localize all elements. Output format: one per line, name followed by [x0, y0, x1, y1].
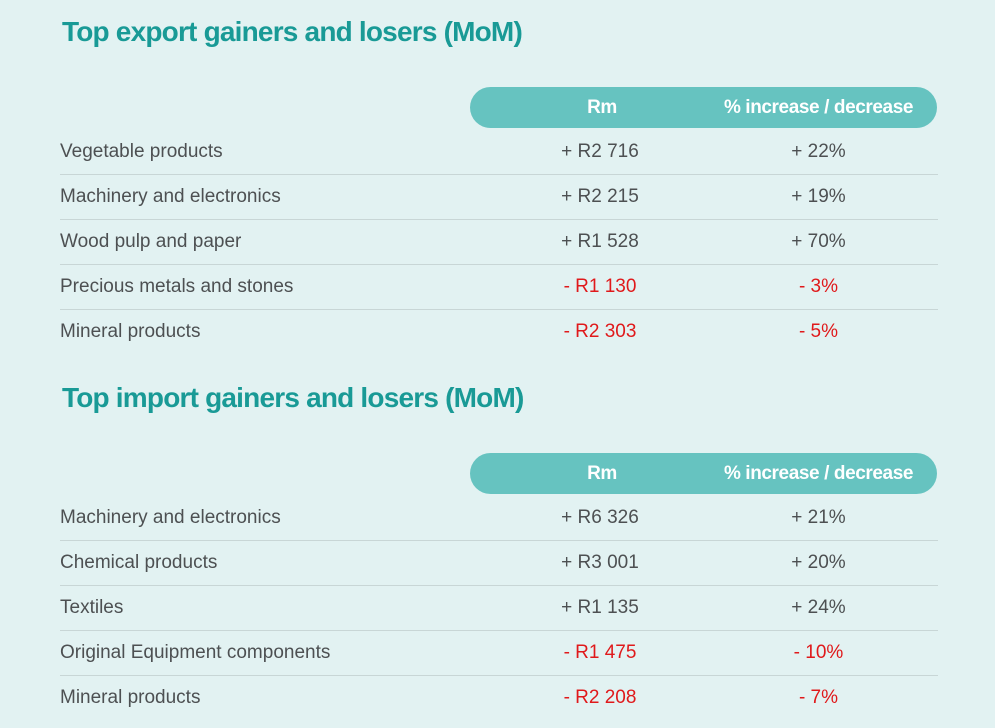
row-label: Textiles [60, 597, 124, 618]
export-header-pct: % increase / decrease [723, 97, 914, 118]
export-section-title: Top export gainers and losers (MoM) [62, 16, 523, 47]
table-row: Vegetable products + R2 716 + 22% [60, 130, 938, 175]
table-row: Mineral products - R2 303 - 5% [60, 310, 938, 354]
row-pct-value: + 19% [791, 186, 846, 207]
row-rm-value: - R2 208 [563, 687, 637, 708]
row-rm-value: + R2 215 [561, 186, 639, 207]
table-row: Mineral products - R2 208 - 7% [60, 676, 938, 720]
row-label: Machinery and electronics [60, 186, 281, 207]
row-rm-value: - R2 303 [563, 321, 637, 342]
import-section-title: Top import gainers and losers (MoM) [62, 382, 524, 413]
row-pct-value: + 20% [791, 552, 846, 573]
row-label: Mineral products [60, 321, 201, 342]
row-label: Wood pulp and paper [60, 231, 242, 252]
row-label: Precious metals and stones [60, 276, 294, 297]
import-table-body: Machinery and electronics + R6 326 + 21%… [60, 496, 938, 720]
row-rm-value: - R1 475 [563, 642, 637, 663]
row-pct-value: + 22% [791, 141, 846, 162]
export-table-header: Rm % increase / decrease [470, 87, 937, 128]
row-rm-value: + R6 326 [561, 507, 639, 528]
import-header-pct: % increase / decrease [723, 463, 914, 484]
table-row: Machinery and electronics + R6 326 + 21% [60, 496, 938, 541]
row-rm-value: - R1 130 [563, 276, 637, 297]
import-table-header: Rm % increase / decrease [470, 453, 937, 494]
row-label: Chemical products [60, 552, 218, 573]
table-row: Machinery and electronics + R2 215 + 19% [60, 175, 938, 220]
row-label: Mineral products [60, 687, 201, 708]
row-rm-value: + R1 135 [561, 597, 639, 618]
export-header-rm: Rm [587, 97, 617, 118]
row-pct-value: - 5% [798, 321, 839, 342]
row-rm-value: + R3 001 [561, 552, 639, 573]
row-pct-value: - 10% [793, 642, 844, 663]
export-table-body: Vegetable products + R2 716 + 22% Machin… [60, 130, 938, 354]
row-label: Machinery and electronics [60, 507, 281, 528]
row-rm-value: + R1 528 [561, 231, 639, 252]
row-pct-value: - 7% [798, 687, 839, 708]
row-pct-value: + 24% [791, 597, 846, 618]
row-label: Vegetable products [60, 141, 223, 162]
row-rm-value: + R2 716 [561, 141, 639, 162]
table-row: Wood pulp and paper + R1 528 + 70% [60, 220, 938, 265]
table-row: Chemical products + R3 001 + 20% [60, 541, 938, 586]
table-row: Textiles + R1 135 + 24% [60, 586, 938, 631]
row-pct-value: + 21% [791, 507, 846, 528]
import-header-rm: Rm [587, 463, 617, 484]
row-pct-value: - 3% [798, 276, 839, 297]
table-row: Original Equipment components - R1 475 -… [60, 631, 938, 676]
table-row: Precious metals and stones - R1 130 - 3% [60, 265, 938, 310]
row-pct-value: + 70% [791, 231, 846, 252]
row-label: Original Equipment components [60, 642, 331, 663]
